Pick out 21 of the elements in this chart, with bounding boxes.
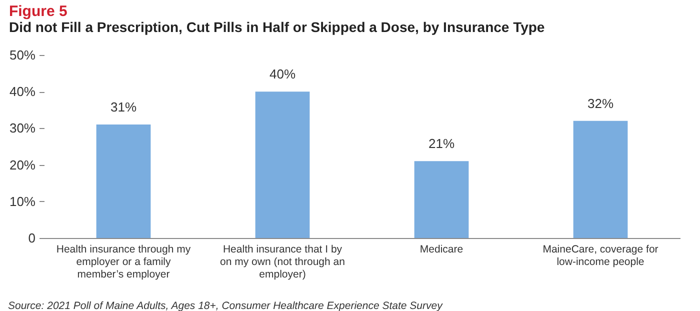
bar <box>96 124 151 238</box>
y-tick-label: 0 <box>28 230 36 246</box>
bar <box>255 92 310 238</box>
data-label: 21% <box>428 136 455 152</box>
y-tick-label: 40% <box>9 84 36 100</box>
source-note: Source: 2021 Poll of Maine Adults, Ages 18+, Consumer Healthcare Experience State Survey <box>7 299 444 311</box>
x-tick-label: MaineCare, coverage for low-income people <box>542 244 659 268</box>
y-tick-label: 50% <box>9 48 36 62</box>
data-label: 32% <box>587 96 614 111</box>
y-tick-label: 30% <box>9 120 36 136</box>
bar <box>573 120 628 238</box>
y-tick-label: 20% <box>9 157 36 172</box>
x-tick-label: Medicare <box>420 244 464 256</box>
chart-subtitle: Did not Fill a Prescription, Cut Pills in Half or Skipped a Dose, by Insurance Type <box>8 19 545 35</box>
y-tick-label: 10% <box>9 194 36 209</box>
data-label: 31% <box>110 100 137 115</box>
x-tick-label: Health insurance that I by on my own (not through an employer) <box>220 244 346 280</box>
data-label: 40% <box>269 66 296 82</box>
chart-title: Figure 5 <box>8 3 68 20</box>
x-tick-label: Health insurance through my employer or a family member’s employer <box>56 244 192 280</box>
bar <box>414 161 469 238</box>
